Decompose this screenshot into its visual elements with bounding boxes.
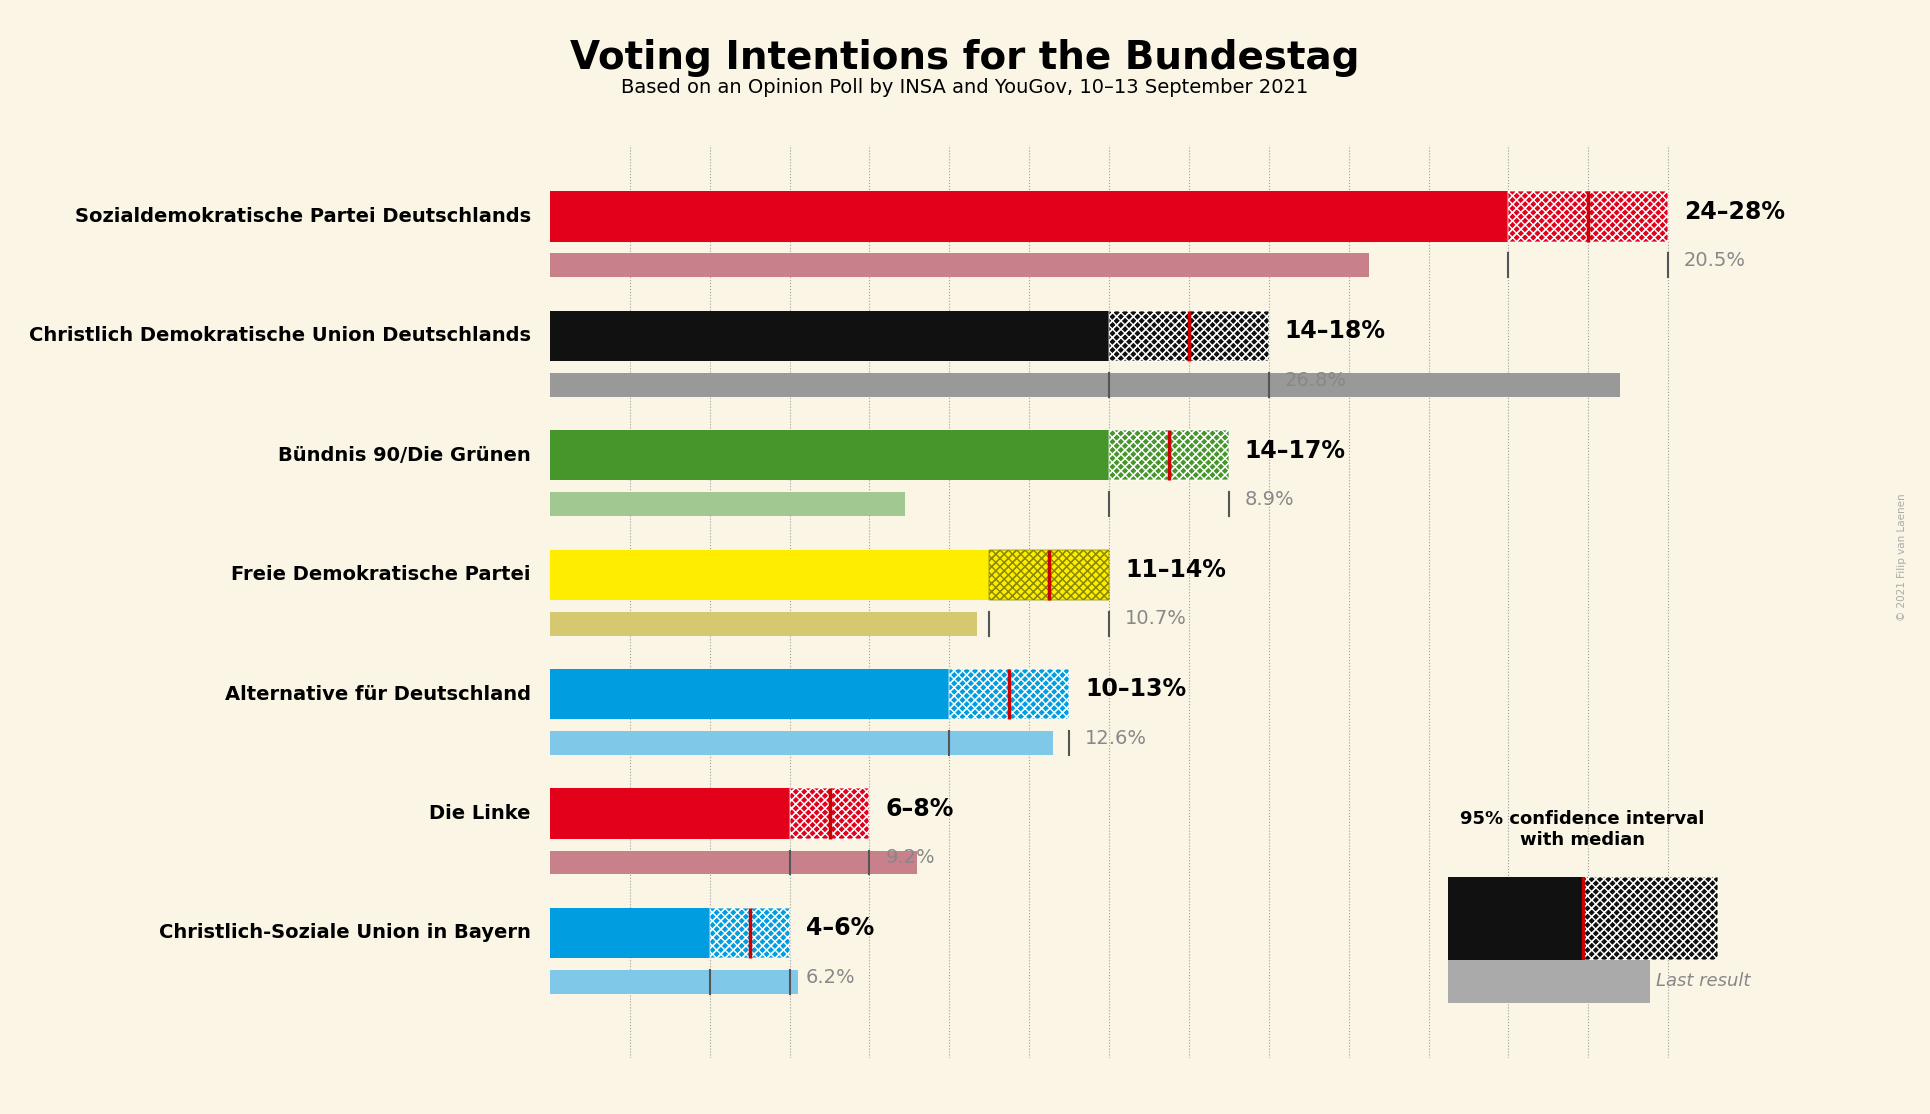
Bar — [710, 908, 789, 958]
Text: 26.8%: 26.8% — [1285, 371, 1347, 390]
Text: 24–28%: 24–28% — [1685, 199, 1785, 224]
Bar — [710, 908, 789, 958]
Text: Freie Demokratische Partei: Freie Demokratische Partei — [232, 565, 531, 584]
Bar — [789, 789, 870, 839]
Bar — [550, 850, 917, 874]
Text: 11–14%: 11–14% — [1125, 558, 1226, 582]
Text: Alternative für Deutschland: Alternative für Deutschland — [224, 685, 531, 704]
Text: 4–6%: 4–6% — [805, 916, 874, 940]
Text: 10–13%: 10–13% — [1085, 677, 1187, 702]
Bar — [550, 549, 1110, 599]
Text: Bündnis 90/Die Grünen: Bündnis 90/Die Grünen — [278, 446, 531, 465]
Bar — [1583, 877, 1718, 960]
Text: Sozialdemokratische Partei Deutschlands: Sozialdemokratische Partei Deutschlands — [75, 207, 531, 226]
Bar — [550, 254, 1368, 277]
Text: 6.2%: 6.2% — [805, 968, 855, 987]
Bar — [789, 789, 870, 839]
Bar — [550, 430, 1229, 480]
Bar — [550, 789, 870, 839]
Bar — [550, 192, 1668, 242]
Text: 14–17%: 14–17% — [1245, 439, 1345, 462]
Text: 95% confidence interval
with median: 95% confidence interval with median — [1461, 810, 1704, 849]
Text: 12.6%: 12.6% — [1085, 729, 1146, 747]
Bar — [550, 908, 789, 958]
Text: 20.5%: 20.5% — [1685, 251, 1747, 271]
Text: 10.7%: 10.7% — [1125, 609, 1187, 628]
Text: Voting Intentions for the Bundestag: Voting Intentions for the Bundestag — [569, 39, 1361, 77]
Bar — [1583, 877, 1718, 960]
Text: Die Linke: Die Linke — [428, 804, 531, 823]
Bar — [550, 670, 1069, 720]
Bar — [950, 670, 1069, 720]
Bar — [550, 612, 977, 636]
Bar — [990, 549, 1110, 599]
Bar — [550, 492, 905, 516]
Text: 6–8%: 6–8% — [886, 797, 953, 821]
Bar — [550, 311, 1268, 361]
Text: 9.2%: 9.2% — [886, 848, 936, 867]
Bar — [990, 549, 1110, 599]
Text: Christlich-Soziale Union in Bayern: Christlich-Soziale Union in Bayern — [158, 924, 531, 942]
Bar — [1110, 311, 1268, 361]
Bar — [1110, 311, 1268, 361]
Text: Based on an Opinion Poll by INSA and YouGov, 10–13 September 2021: Based on an Opinion Poll by INSA and You… — [621, 78, 1309, 97]
Bar — [1110, 430, 1229, 480]
Text: Last result: Last result — [1656, 973, 1751, 990]
Text: Christlich Demokratische Union Deutschlands: Christlich Demokratische Union Deutschla… — [29, 326, 531, 345]
Bar — [1509, 192, 1668, 242]
Bar — [550, 373, 1619, 397]
Text: 8.9%: 8.9% — [1245, 490, 1295, 509]
Bar — [550, 970, 797, 994]
Bar — [950, 670, 1069, 720]
Bar — [550, 731, 1054, 755]
Bar — [1110, 430, 1229, 480]
Bar — [1509, 192, 1668, 242]
Text: 14–18%: 14–18% — [1285, 319, 1386, 343]
Text: © 2021 Filip van Laenen: © 2021 Filip van Laenen — [1897, 494, 1907, 620]
